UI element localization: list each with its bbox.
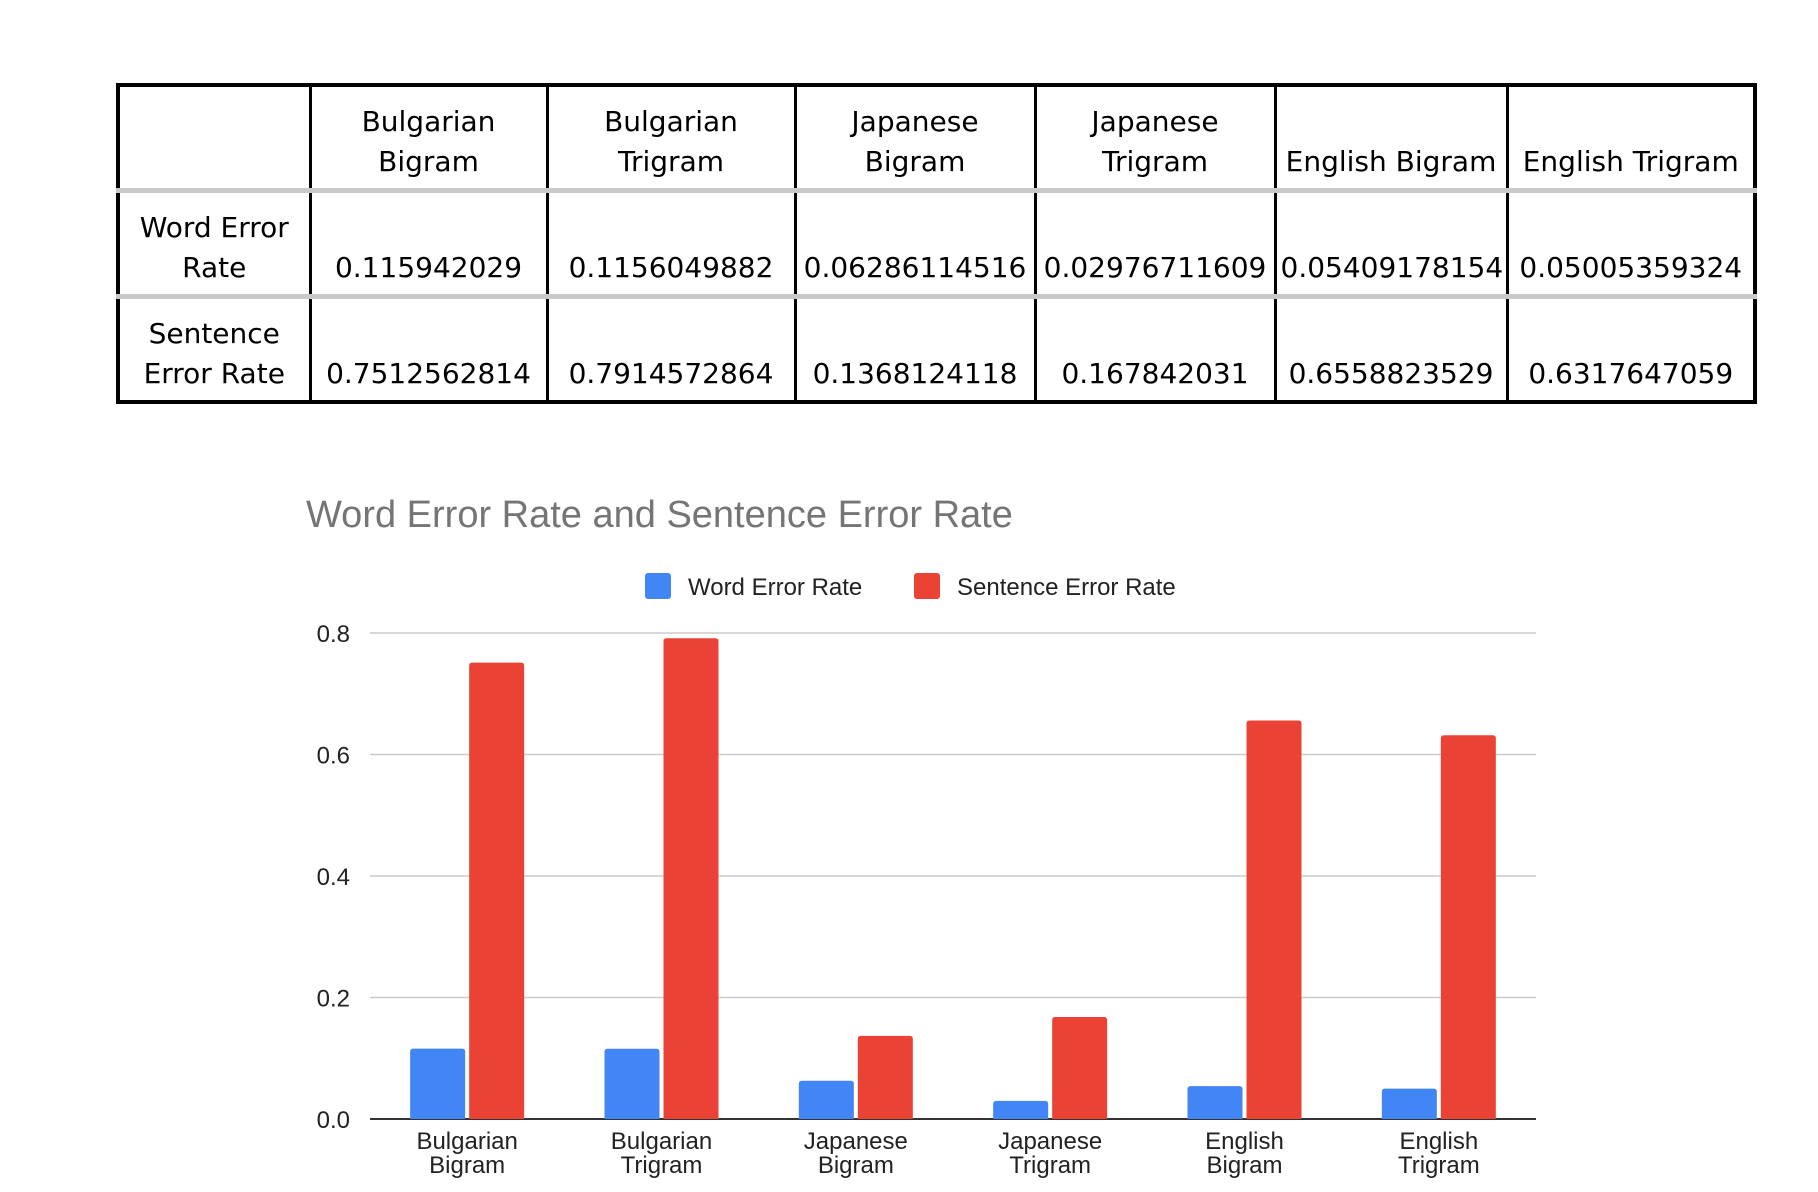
table-cell: 0.1156049882 (545, 188, 797, 297)
bar (469, 662, 525, 1119)
results-table: Bulgarian Bigram Bulgarian Trigram Japan… (116, 83, 1757, 404)
x-tick-label: English (1399, 1128, 1478, 1155)
y-tick-label: 0.6 (317, 743, 350, 770)
x-tick-label: Japanese (804, 1128, 908, 1155)
bar (1381, 1088, 1437, 1119)
table-cell: 0.05005359324 (1505, 188, 1757, 297)
bar (604, 1048, 660, 1119)
table-row-label: Sentence Error Rate (116, 294, 312, 402)
x-tick-label: Bigram (818, 1152, 894, 1179)
bar (1246, 720, 1302, 1119)
table-header-row: Bulgarian Bigram Bulgarian Trigram Japan… (116, 85, 1757, 191)
table-cell: 0.115942029 (308, 188, 549, 297)
table-header-cell: English Trigram (1505, 85, 1757, 191)
x-tick-label: Bulgarian (416, 1128, 517, 1155)
table-header-cell: Bulgarian Bigram (308, 85, 549, 191)
table-cell: 0.02976711609 (1033, 188, 1277, 297)
bar (663, 638, 719, 1119)
table-header-cell: Japanese Trigram (1033, 85, 1277, 191)
bar-chart: Word Error Rate and Sentence Error Rate W… (306, 494, 1536, 1179)
x-tick-label: Trigram (1398, 1152, 1480, 1179)
bar (1052, 1017, 1108, 1119)
table-row: Sentence Error Rate 0.7512562814 0.79145… (116, 294, 1757, 402)
table-cell: 0.05409178154 (1273, 188, 1509, 297)
x-tick-label: Bigram (1206, 1152, 1282, 1179)
table-cell: 0.7914572864 (545, 294, 797, 402)
y-tick-label: 0.0 (317, 1107, 350, 1134)
x-tick-label: Trigram (621, 1152, 703, 1179)
chart-title: Word Error Rate and Sentence Error Rate (306, 494, 1013, 536)
legend-label: Word Error Rate (688, 574, 862, 601)
legend-swatch (914, 573, 940, 599)
bar (1187, 1086, 1243, 1119)
table-cell: 0.6317647059 (1505, 294, 1757, 402)
table-row-label: Word Error Rate (116, 188, 312, 297)
legend-swatch (645, 573, 671, 599)
legend-label: Sentence Error Rate (957, 574, 1176, 601)
bar (410, 1048, 466, 1119)
bar (798, 1080, 854, 1119)
table-cell: 0.1368124118 (793, 294, 1037, 402)
table-cell: 0.7512562814 (308, 294, 549, 402)
x-tick-label: Trigram (1009, 1152, 1091, 1179)
y-tick-label: 0.8 (317, 621, 350, 648)
table-cell: 0.06286114516 (793, 188, 1037, 297)
y-tick-label: 0.2 (317, 986, 350, 1013)
table-row: Word Error Rate 0.115942029 0.1156049882… (116, 188, 1757, 297)
table-corner-cell (116, 85, 312, 191)
bar (1440, 735, 1496, 1119)
x-tick-label: Bulgarian (611, 1128, 712, 1155)
table-header-cell: English Bigram (1273, 85, 1509, 191)
table-cell: 0.6558823529 (1273, 294, 1509, 402)
y-tick-label: 0.4 (317, 864, 350, 891)
bar (993, 1100, 1049, 1119)
bar (857, 1035, 913, 1119)
table-header-cell: Bulgarian Trigram (545, 85, 797, 191)
x-tick-label: Japanese (998, 1128, 1102, 1155)
x-tick-label: Bigram (429, 1152, 505, 1179)
x-tick-label: English (1205, 1128, 1284, 1155)
table-header-cell: Japanese Bigram (793, 85, 1037, 191)
table-cell: 0.167842031 (1033, 294, 1277, 402)
